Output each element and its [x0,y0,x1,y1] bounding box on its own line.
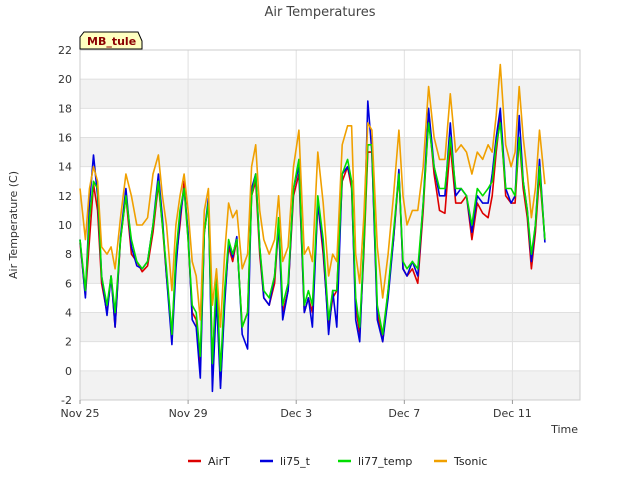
y-tick-label: 0 [65,365,72,378]
series-line-tsonic [79,63,546,328]
legend-label-tsonic: Tsonic [453,455,487,468]
station-badge-shape [79,31,143,50]
x-tick-label: Dec 3 [280,407,312,420]
series-line-li77-temp [79,122,546,372]
y-tick-label: 16 [58,132,72,145]
y-axis-label: Air Temperature (C) [7,171,20,279]
x-tick-label: Nov 25 [61,407,100,420]
y-axis-ticks: -2 0 2 4 6 8 10 12 14 16 18 20 22 [58,44,72,407]
x-axis-ticks: Nov 25 Nov 29 Dec 3 Dec 7 Dec 11 [61,400,532,420]
y-tick-label: 14 [58,161,72,174]
station-badge-label: MB_tule [87,35,136,48]
legend-label-li77-temp: li77_temp [358,455,412,468]
y-tick-label: 20 [58,73,72,86]
series-lines [79,63,546,393]
y-tick-label: 2 [65,336,72,349]
y-tick-label: 10 [58,219,72,232]
chart-title: Air Temperatures [264,5,375,20]
legend-label-li75-t: li75_t [280,455,311,468]
station-badge: MB_tule [79,31,143,50]
y-tick-label: 12 [58,190,72,203]
legend: AirT li75_t li77_temp Tsonic [188,455,487,468]
x-axis-label: Time [550,423,578,436]
x-tick-label: Dec 11 [493,407,532,420]
x-tick-label: Nov 29 [169,407,208,420]
y-tick-label: 6 [65,277,72,290]
y-tick-label: 4 [65,307,72,320]
plot-background-bands [80,79,580,400]
y-tick-label: 22 [58,44,72,57]
background-band [80,79,580,109]
y-tick-label: 18 [58,102,72,115]
legend-label-airt: AirT [208,455,230,468]
plot-frame [79,49,581,401]
y-tick-label: 8 [65,248,72,261]
x-tick-label: Dec 7 [388,407,420,420]
y-tick-label: -2 [61,394,72,407]
background-band [80,370,580,400]
